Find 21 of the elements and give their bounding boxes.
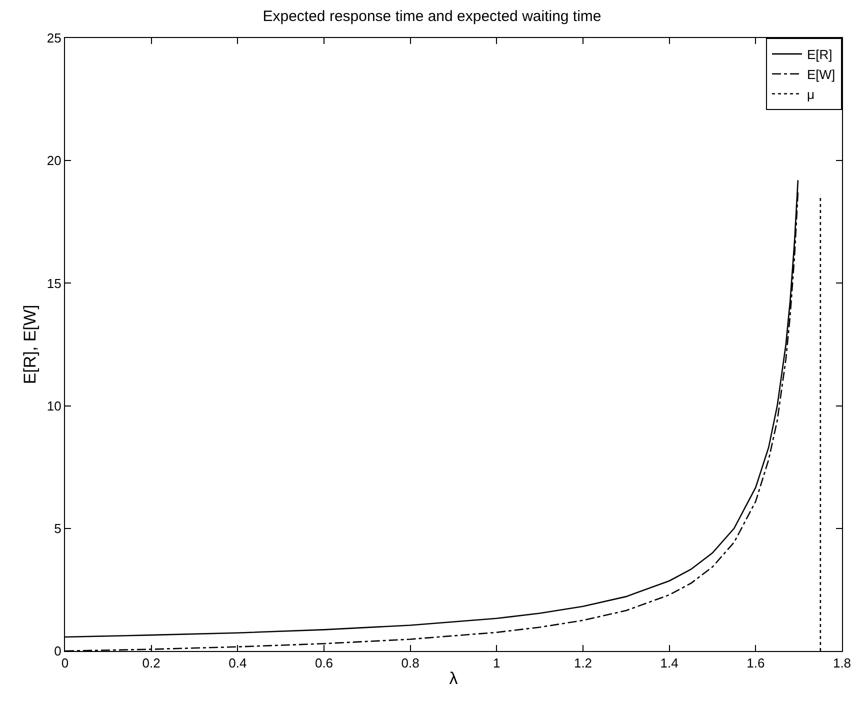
x-tick-label: 1.2	[574, 656, 592, 671]
legend-label: E[R]	[807, 47, 832, 62]
y-tick-label: 10	[46, 398, 62, 414]
x-tick-label: 1.6	[746, 656, 765, 671]
y-tick-label: 5	[54, 520, 62, 536]
legend-label: E[W]	[807, 66, 836, 82]
x-axis-title: λ	[449, 669, 458, 688]
x-tick-label: 1.8	[832, 656, 852, 671]
x-tick-label: 1	[493, 656, 500, 671]
x-tick-label: 0.2	[142, 656, 160, 671]
y-tick-label: 20	[46, 153, 62, 168]
y-tick-label: 0	[54, 644, 62, 659]
chart-title: Expected response time and expected waiting time	[262, 8, 602, 26]
x-tick-label: 0.8	[401, 656, 420, 671]
y-tick-label: 15	[46, 276, 62, 291]
x-tick-label: 0.4	[228, 656, 247, 671]
x-tick-label: 1.4	[660, 656, 678, 671]
y-axis-title: E[R], E[W]	[20, 304, 40, 384]
legend-label: μ	[807, 86, 814, 102]
y-tick-label: 25	[46, 30, 62, 46]
x-tick-label: 0.6	[314, 656, 334, 671]
